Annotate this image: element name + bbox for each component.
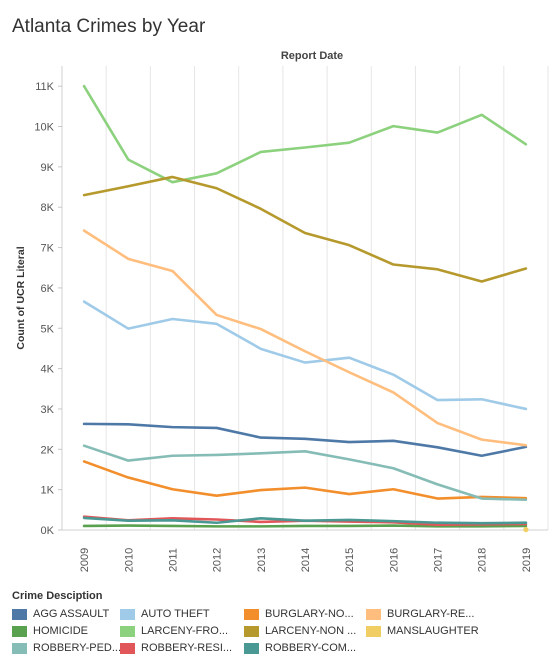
y-axis-label: Count of UCR Literal: [15, 246, 27, 349]
x-tick-label: 2017: [433, 548, 445, 572]
legend-swatch: [244, 625, 259, 637]
legend-label: LARCENY-NON ...: [265, 625, 357, 637]
x-tick-label: 2014: [300, 548, 312, 572]
legend-grid: AGG ASSAULT AUTO THEFT BURGLARY-NO... BURGL…: [12, 608, 552, 654]
legend-item[interactable]: ROBBERY-COM...: [244, 642, 366, 654]
legend-swatch: [12, 625, 27, 637]
legend-swatch: [244, 608, 259, 620]
y-tick-label: 8K: [41, 202, 55, 214]
legend-label: LARCENY-FRO...: [141, 625, 229, 637]
series-line: [82, 516, 528, 525]
x-tick-label: 2011: [167, 548, 179, 572]
y-tick-label: 7K: [41, 243, 55, 255]
legend: Crime Desciption AGG ASSAULT AUTO THEFT BU…: [12, 590, 552, 654]
y-tick-label: 2K: [41, 444, 55, 456]
legend-item[interactable]: MANSLAUGHTER: [366, 625, 486, 637]
x-axis-header: Report Date: [280, 50, 344, 62]
legend-swatch: [366, 625, 381, 637]
x-tick-label: 2019: [521, 548, 533, 572]
x-tick-label: 2013: [256, 548, 268, 572]
legend-item[interactable]: LARCENY-FRO...: [120, 625, 244, 637]
x-tick-label: 2015: [344, 548, 356, 572]
legend-item[interactable]: ROBBERY-RESI...: [120, 642, 244, 654]
series-line: [82, 84, 528, 184]
legend-title: Crime Desciption: [12, 590, 103, 602]
line-chart: 0K 1K 2K 3K 4K 5K 6K 7K 8K 9K 10K 11K 2009 2010 2011 20…: [15, 66, 549, 572]
legend-item[interactable]: AUTO THEFT: [120, 608, 244, 620]
legend-swatch: [366, 608, 381, 620]
chart-title: Atlanta Crimes by Year: [12, 16, 206, 37]
x-tick-label: 2009: [79, 548, 91, 572]
legend-label: ROBBERY-COM...: [265, 642, 357, 654]
y-tick-label: 3K: [41, 404, 55, 416]
legend-swatch: [120, 625, 135, 637]
legend-label: AGG ASSAULT: [33, 608, 110, 620]
series-line: [82, 444, 528, 502]
y-tick-label: 6K: [41, 283, 55, 295]
legend-swatch: [244, 642, 259, 654]
legend-label: HOMICIDE: [33, 625, 88, 637]
legend-item[interactable]: BURGLARY-NO...: [244, 608, 366, 620]
x-tick-label: 2018: [477, 548, 489, 572]
series-line: [82, 524, 528, 528]
series-line: [82, 175, 528, 283]
y-tick-label: 9K: [41, 162, 55, 174]
x-tick-label: 2016: [388, 548, 400, 572]
legend-item[interactable]: AGG ASSAULT: [12, 608, 120, 620]
legend-item[interactable]: LARCENY-NON ...: [244, 625, 366, 637]
legend-label: BURGLARY-RE...: [387, 608, 475, 620]
legend-label: AUTO THEFT: [141, 608, 210, 620]
y-tick-label: 5K: [41, 323, 55, 335]
legend-item[interactable]: BURGLARY-RE...: [366, 608, 486, 620]
legend-swatch: [12, 642, 27, 654]
legend-label: ROBBERY-RESI...: [141, 642, 233, 654]
legend-item[interactable]: ROBBERY-PED...: [12, 642, 120, 654]
series-line: [82, 229, 528, 447]
y-tick-label: 11K: [35, 81, 54, 93]
x-tick-label: 2012: [212, 548, 224, 572]
y-tick-label: 0K: [41, 525, 55, 537]
legend-swatch: [12, 608, 27, 620]
y-tick-label: 10K: [34, 122, 54, 134]
y-tick-label: 1K: [41, 485, 55, 497]
legend-label: BURGLARY-NO...: [265, 608, 354, 620]
x-tick-label: 2010: [123, 548, 135, 572]
series-line: [82, 460, 528, 500]
legend-swatch: [120, 608, 135, 620]
legend-label: ROBBERY-PED...: [33, 642, 120, 654]
y-tick-label: 4K: [41, 364, 55, 376]
series-point: [523, 526, 529, 533]
legend-label: MANSLAUGHTER: [387, 625, 479, 637]
legend-item[interactable]: HOMICIDE: [12, 625, 120, 637]
legend-swatch: [120, 642, 135, 654]
series-line: [82, 422, 528, 458]
series-line: [82, 300, 528, 411]
